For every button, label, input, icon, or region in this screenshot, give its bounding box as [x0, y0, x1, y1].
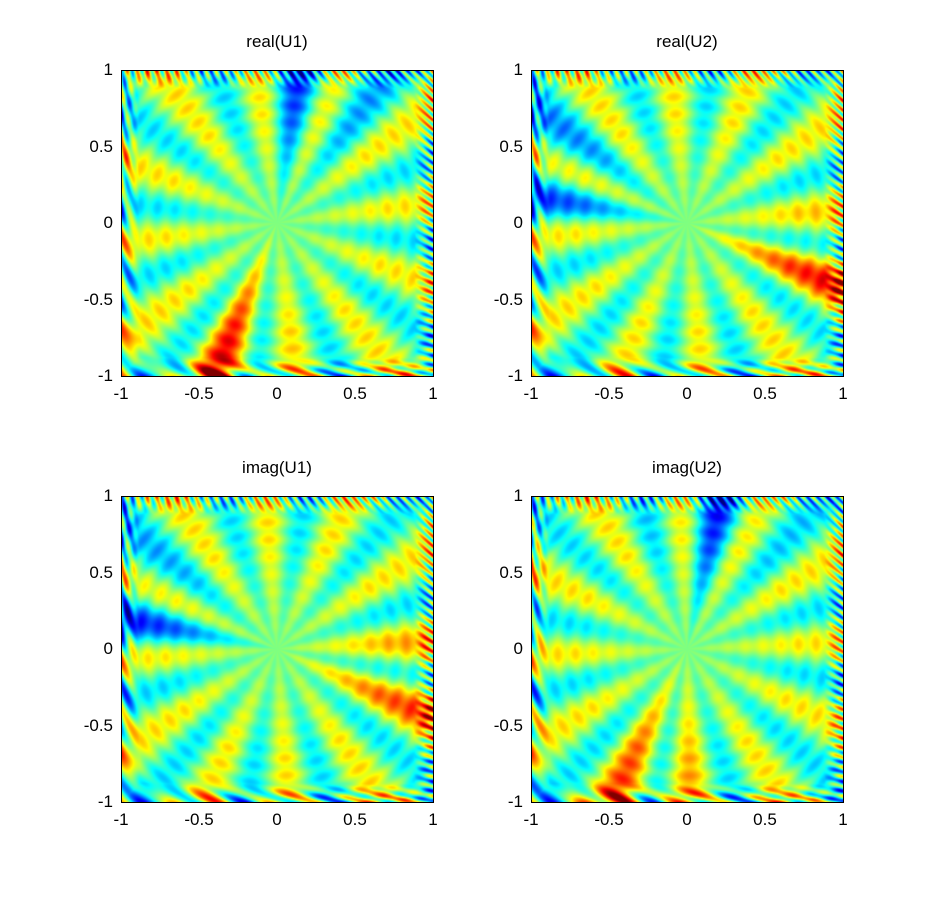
- panel-title: real(U2): [656, 32, 718, 51]
- heatmap-panel-imag-u2: imag(U2) -1 -0.5 0 0.5 1 1 0.5 0 -0.5 -1: [494, 458, 848, 829]
- y-tick-label: -0.5: [493, 289, 523, 309]
- x-tick-label: 1: [428, 810, 438, 829]
- y-tick-label: 0.5: [89, 562, 113, 582]
- x-tick-label: -0.5: [594, 384, 624, 403]
- y-tick-label: -0.5: [83, 289, 113, 309]
- y-tick-label: -1: [97, 366, 113, 385]
- y-tick-label: 1: [103, 486, 113, 505]
- x-tick-label: 1: [838, 384, 848, 403]
- x-tick-label: 0.5: [343, 810, 367, 829]
- x-tick-label: 0.5: [343, 384, 367, 403]
- x-tick-label: 0: [272, 384, 282, 403]
- x-tick-label: -1: [523, 384, 539, 403]
- y-tick-label: 0: [513, 213, 523, 232]
- heatmap-image: [121, 496, 433, 802]
- x-tick-label: -1: [113, 384, 129, 403]
- y-tick-label: -0.5: [83, 715, 113, 735]
- x-tick-label: 0: [272, 810, 282, 829]
- y-tick-label: 0: [513, 639, 523, 658]
- heatmap-image: [121, 70, 433, 376]
- x-tick-label: 1: [428, 384, 438, 403]
- heatmap-panel-imag-u1: imag(U1) -1 -0.5 0 0.5 1 1 0.5 0 -0.5 -1: [84, 458, 438, 829]
- panel-title: real(U1): [246, 32, 308, 51]
- y-tick-label: -1: [507, 366, 523, 385]
- heatmap-image: [531, 70, 843, 376]
- x-tick-label: 0: [682, 384, 692, 403]
- x-tick-label: 0.5: [753, 384, 777, 403]
- x-tick-label: -0.5: [184, 384, 214, 403]
- panel-title: imag(U2): [652, 458, 722, 477]
- heatmap-panel-real-u1: real(U1) -1 -0.5 0 0.5 1 1 0.5 0 -0.5 -1: [84, 32, 438, 403]
- x-tick-label: -1: [113, 810, 129, 829]
- y-tick-label: 1: [513, 60, 523, 79]
- panel-title: imag(U1): [242, 458, 312, 477]
- x-tick-label: -0.5: [184, 810, 214, 829]
- heatmap-image: [531, 496, 843, 802]
- x-tick-label: 0.5: [753, 810, 777, 829]
- y-tick-label: 0.5: [499, 136, 523, 156]
- heatmap-panel-real-u2: real(U2) -1 -0.5 0 0.5 1 1 0.5 0 -0.5 -1: [494, 32, 848, 403]
- y-tick-label: 1: [103, 60, 113, 79]
- y-tick-label: 0.5: [89, 136, 113, 156]
- y-tick-label: 1: [513, 486, 523, 505]
- x-tick-label: 0: [682, 810, 692, 829]
- x-tick-label: 1: [838, 810, 848, 829]
- y-tick-label: 0.5: [499, 562, 523, 582]
- y-tick-label: -1: [97, 792, 113, 811]
- y-tick-label: 0: [103, 213, 113, 232]
- x-tick-label: -1: [523, 810, 539, 829]
- x-tick-label: -0.5: [594, 810, 624, 829]
- y-tick-label: 0: [103, 639, 113, 658]
- y-tick-label: -1: [507, 792, 523, 811]
- y-tick-label: -0.5: [493, 715, 523, 735]
